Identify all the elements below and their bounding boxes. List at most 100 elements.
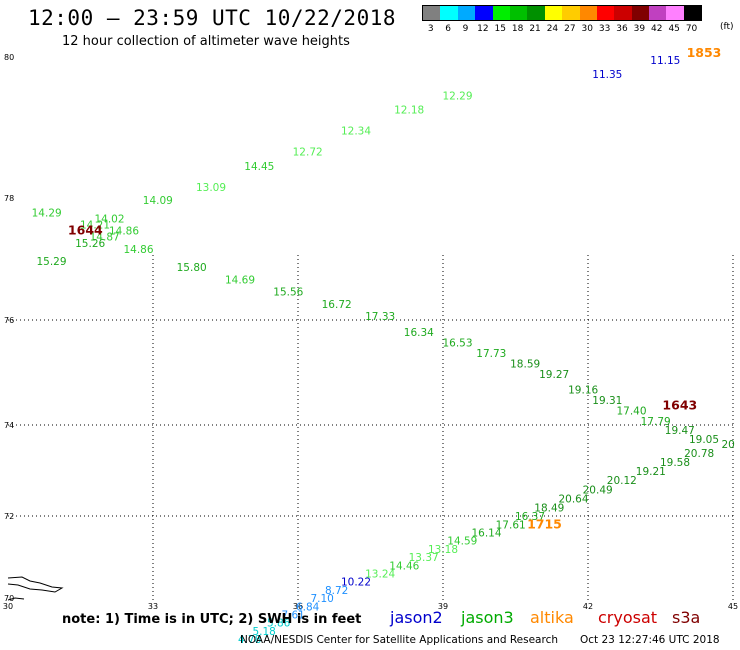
pass-time-label: 1644 [68,223,103,238]
wave-height-label: 19.21 [636,466,666,478]
wave-height-label: 13.09 [196,182,226,194]
wave-height-label: 14.69 [225,274,255,286]
legend-swatch [475,6,493,20]
wave-height-label: 16.53 [442,337,472,349]
lon-tick-label: 30 [3,602,13,611]
legend-label: 30 [581,24,593,34]
legend-label: 27 [564,24,576,34]
legend-swatches [422,5,703,21]
wave-height-label: 13.37 [409,552,439,564]
wave-height-label: 12.29 [442,90,472,102]
lon-tick-label: 33 [148,602,158,611]
legend-label: 24 [546,24,559,34]
legend-swatch [527,6,545,20]
wave-height-label: 14.46 [389,560,419,572]
coastline-path [7,576,64,593]
wave-height-label: 14.02 [94,213,124,225]
lat-tick-label: 76 [4,316,14,325]
legend-label: 21 [529,24,541,34]
wave-height-label: 16.34 [404,327,434,339]
legend-label: 3 [427,24,434,34]
legend-swatch [457,6,476,20]
wave-height-label: 14.45 [244,161,274,173]
wave-height-label: 15.56 [273,287,303,299]
legend-label: 6 [445,24,451,34]
legend-label: 70 [685,24,698,34]
wave-height-label: 13.18 [428,544,458,556]
wave-height-label: 11.35 [592,69,622,81]
page-subtitle: 12 hour collection of altimeter wave hei… [62,34,350,49]
coastline [7,576,64,601]
wave-height-label: 7.10 [310,593,333,605]
wave-height-label: 20.12 [607,475,637,487]
wave-height-label: 18.59 [510,358,540,370]
wave-height-label: 14.86 [123,244,153,256]
wave-height-label: 5.86 [267,618,291,630]
wave-height-label: 4.78 [238,634,261,646]
wave-height-label: 12.72 [293,147,323,159]
legend-label: 9 [462,24,469,34]
legend-units: (ft) [720,22,734,32]
legend-label: 18 [511,24,524,34]
legend-swatch [666,6,684,20]
legend-swatch [579,6,597,20]
wave-height-label: 5.18 [252,626,275,638]
wave-height-label: 12.18 [394,104,424,116]
legend-label: 36 [616,24,628,34]
wave-height-label: 19.16 [568,385,598,397]
map-grid [8,255,734,600]
units-note: note: 1) Time is in UTC; 2) SWH is in fe… [62,612,362,627]
legend-label: 12 [477,24,489,34]
legend-swatch [562,6,580,20]
wave-height-label: 15.29 [36,256,66,268]
page-title: 12:00 – 23:59 UTC 10/22/2018 [28,6,397,30]
wave-height-label: 20.78 [684,448,714,460]
color-legend: 3 6 9 12 15 18 21 24 27 30 33 36 39 42 45 70 [422,5,703,34]
wave-height-label: 16.37 [515,511,545,523]
wave-height-label: 16.14 [471,528,501,540]
pass-time-label: 1715 [527,516,562,531]
wave-height-label: 17.33 [365,311,395,323]
legend-swatch [423,6,441,20]
legend-label: 33 [598,24,611,34]
wave-height-label: 17.79 [641,416,671,428]
legend-swatch [440,6,458,20]
legend-swatch [649,6,667,20]
legend-label: 15 [494,24,506,34]
wave-height-label: 11.15 [650,55,680,67]
legend-swatch [631,6,650,20]
wave-height-label: 17.61 [496,519,526,531]
observation-labels: 11.15 11.35 12.29 12.18 12.34 12.72 14.45 13.09… [32,55,735,646]
wave-height-label: 12.34 [341,126,371,138]
legend-label: 45 [668,24,680,34]
lat-tick-label: 70 [4,594,14,603]
legend-labels: 3 6 9 12 15 18 21 24 27 30 33 36 39 42 45 70 [422,24,702,34]
satellite-label: jason2 [390,608,443,627]
wave-height-label: 19.27 [539,369,569,381]
legend-swatch [544,6,563,20]
wave-height-label: 14.87 [90,232,120,244]
generated-timestamp: Oct 23 12:27:46 UTC 2018 [580,634,720,646]
wave-height-label: 19.47 [665,425,695,437]
satellite-label: jason3 [461,608,514,627]
legend-label: 42 [651,24,663,34]
pass-time-labels: 1853 1644 1643 1715 [68,45,721,531]
wave-height-label: 19.31 [592,395,622,407]
coastline-path [7,597,25,601]
wave-height-label: 14.29 [32,207,62,219]
satellite-label: s3a [672,608,701,627]
wave-height-label: 7.61 [281,610,304,622]
lon-tick-label: 42 [583,602,593,611]
wave-height-label: 8.72 [325,585,348,597]
wave-height-label: 14.86 [109,226,139,238]
satellite-label: altika [530,608,574,627]
legend-label: 39 [633,24,646,34]
lon-tick-label: 39 [438,602,448,611]
wave-height-label: 20 [721,439,734,451]
wave-height-label: 17.73 [476,348,506,360]
wave-height-label: 16.72 [322,299,352,311]
lat-tick-label: 80 [4,53,14,62]
pass-time-label: 1853 [687,45,722,60]
lat-tick-label: 78 [4,194,14,203]
wave-height-label: 20.49 [583,484,613,496]
